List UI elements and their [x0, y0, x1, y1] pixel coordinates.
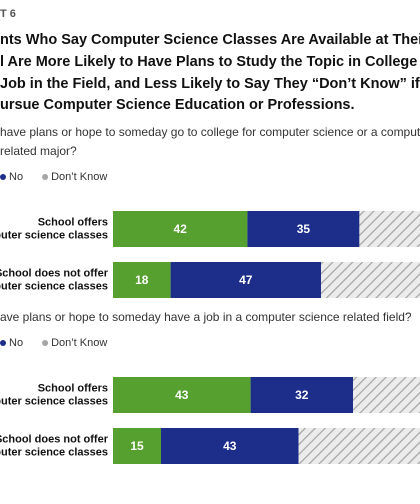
bar-segment: [353, 377, 420, 413]
value-label: 42: [174, 222, 188, 236]
title-line: nts Who Say Computer Science Classes Are…: [0, 32, 420, 48]
title-line: Job in the Field, and Less Likely to Say…: [0, 76, 420, 92]
legend-label: Don’t Know: [51, 337, 107, 349]
bar-segment: [161, 428, 299, 464]
title-line: l Are More Likely to Have Plans to Study…: [0, 54, 417, 70]
bar-segment: [321, 262, 420, 298]
category-label: School does not offer: [0, 267, 109, 279]
legend-swatch: [0, 340, 6, 346]
value-label: 35: [297, 222, 311, 236]
value-label: 15: [130, 439, 144, 453]
value-label: 32: [295, 388, 309, 402]
value-label: 18: [135, 273, 149, 287]
legend-swatch: [42, 174, 49, 180]
bar-segment: [113, 428, 161, 464]
category-label: omputer science classes: [0, 280, 108, 292]
question: related major?: [0, 144, 77, 158]
bar-segment: [359, 211, 420, 247]
bar-segment: [113, 377, 251, 413]
legend-swatch: [0, 174, 6, 180]
bar-segment: [298, 428, 420, 464]
category-label: omputer science classes: [0, 229, 108, 241]
bar-segment: [250, 377, 353, 413]
legend-label: No: [9, 171, 23, 183]
category-label: School does not offer: [0, 433, 109, 445]
bar-segment: [170, 262, 321, 298]
bar-segment: [247, 211, 360, 247]
legend-label: No: [9, 337, 23, 349]
legend-label: Don’t Know: [51, 171, 107, 183]
category-label: School offers: [38, 216, 108, 228]
category-label: omputer science classes: [0, 395, 108, 407]
value-label: 47: [239, 273, 253, 287]
bar-segment: [113, 211, 248, 247]
bar-segment: [113, 262, 171, 298]
chart-label: T 6: [0, 8, 16, 20]
value-label: 43: [223, 439, 237, 453]
category-label: omputer science classes: [0, 446, 108, 458]
category-label: School offers: [38, 382, 108, 394]
legend-swatch: [42, 340, 49, 346]
question: have plans or hope to someday go to coll…: [0, 125, 420, 139]
value-label: 43: [175, 388, 189, 402]
question: ave plans or hope to someday have a job …: [0, 310, 412, 324]
title-line: ursue Computer Science Education or Prof…: [0, 97, 355, 113]
